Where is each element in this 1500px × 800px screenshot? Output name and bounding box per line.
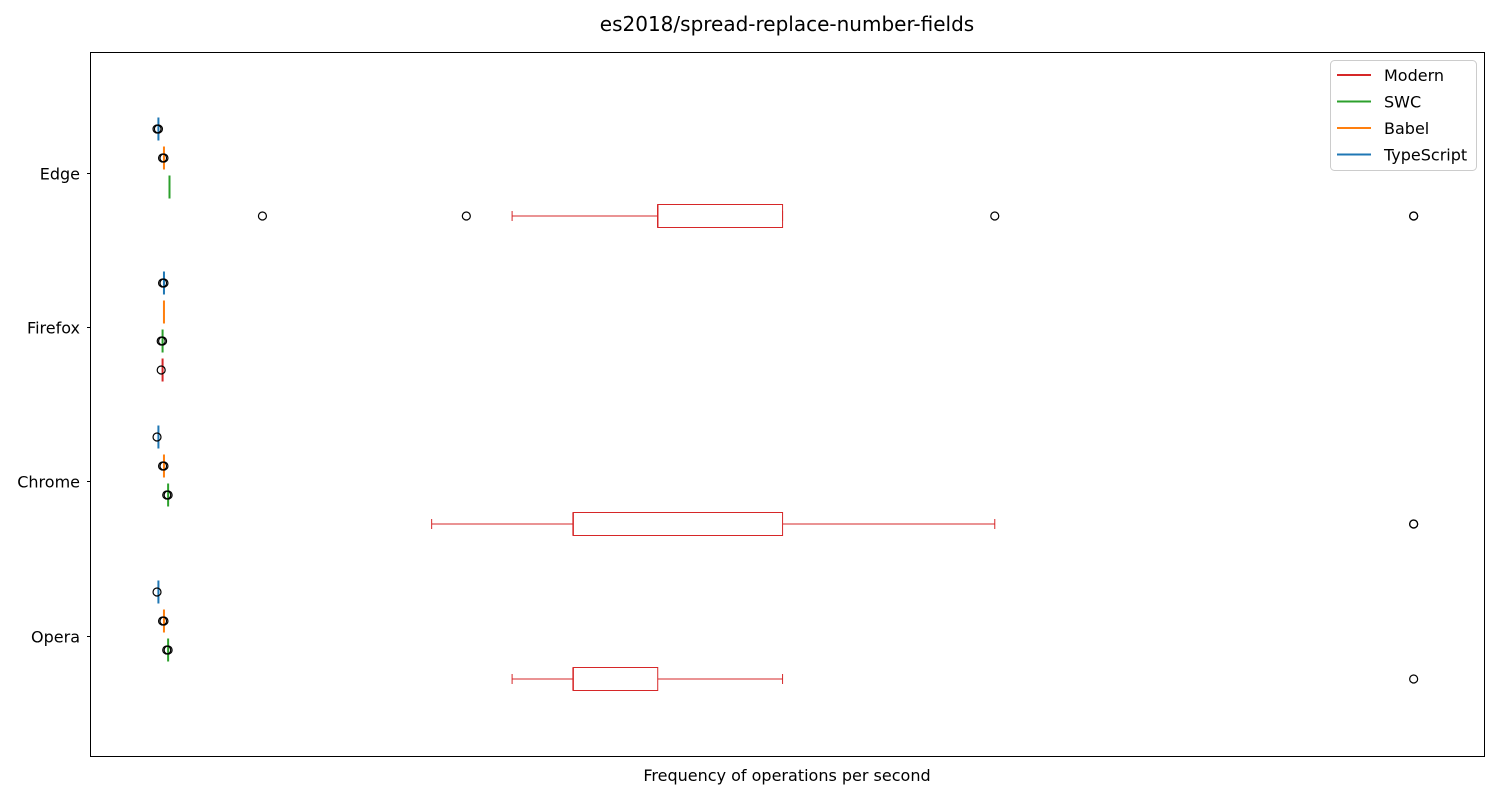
- flier-point: [159, 278, 169, 288]
- box-typescript-opera: [152, 580, 162, 604]
- flier-point: [156, 365, 166, 375]
- box-swc-firefox: [156, 329, 168, 353]
- box-typescript-chrome: [152, 425, 162, 449]
- box-modern-edge: [257, 204, 1419, 228]
- box-babel-opera: [157, 609, 169, 633]
- box-swc-chrome: [162, 483, 173, 507]
- flier-point: [461, 211, 471, 221]
- box-typescript-firefox: [157, 271, 169, 295]
- box-series-group: [152, 117, 1419, 691]
- flier-point: [163, 645, 173, 655]
- flier-point: [1409, 211, 1419, 221]
- series-swc: [156, 175, 173, 662]
- x-axis-label: Frequency of operations per second: [643, 766, 930, 785]
- box-babel-edge: [157, 146, 169, 170]
- flier-point: [990, 211, 1000, 221]
- box-modern-opera: [511, 667, 1419, 691]
- legend: Modern SWC Babel TypeScript: [1330, 60, 1477, 171]
- flier-point: [157, 336, 168, 346]
- chart-title: es2018/spread-replace-number-fields: [600, 12, 974, 36]
- series-modern: [156, 204, 1419, 691]
- y-tick-label-chrome: Chrome: [17, 473, 80, 492]
- box-modern-firefox: [156, 358, 166, 382]
- y-tick-label-edge: Edge: [40, 165, 80, 184]
- legend-label-typescript: TypeScript: [1383, 146, 1467, 165]
- series-babel: [157, 146, 169, 633]
- box-iqr: [572, 512, 784, 536]
- box-swc-opera: [162, 638, 173, 662]
- flier-point: [159, 461, 169, 471]
- flier-point: [1409, 674, 1419, 684]
- series-typescript: [152, 117, 169, 604]
- legend-frame: [1330, 60, 1477, 171]
- flier-point: [152, 587, 162, 597]
- box-iqr: [657, 204, 784, 228]
- box-iqr: [572, 667, 659, 691]
- box-modern-chrome: [431, 512, 1419, 536]
- legend-label-modern: Modern: [1384, 66, 1444, 85]
- legend-label-swc: SWC: [1384, 93, 1421, 112]
- flier-point: [153, 124, 164, 134]
- y-tick-label-opera: Opera: [31, 628, 80, 647]
- y-axis: Edge Firefox Chrome Opera: [17, 165, 91, 647]
- flier-point: [159, 616, 169, 626]
- plot-area-frame: [90, 52, 1485, 757]
- flier-point: [1409, 519, 1419, 529]
- flier-point: [257, 211, 268, 221]
- box-typescript-edge: [152, 117, 164, 141]
- box-babel-chrome: [157, 454, 169, 478]
- legend-label-babel: Babel: [1384, 119, 1429, 138]
- flier-point: [163, 490, 173, 500]
- y-tick-label-firefox: Firefox: [27, 319, 80, 338]
- flier-point: [159, 153, 169, 163]
- flier-point: [152, 432, 162, 442]
